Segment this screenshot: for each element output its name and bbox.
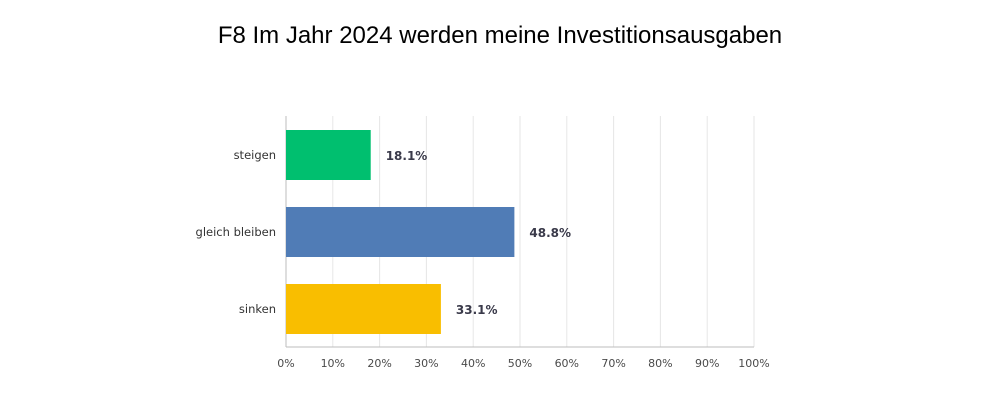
bar-sinken — [286, 284, 441, 334]
value-label: 18.1% — [386, 149, 428, 163]
x-tick-label: 50% — [508, 357, 532, 370]
x-tick-label: 30% — [414, 357, 438, 370]
value-label: 33.1% — [456, 303, 498, 317]
x-tick-label: 40% — [461, 357, 485, 370]
value-label: 48.8% — [529, 226, 571, 240]
x-tick-label: 0% — [277, 357, 294, 370]
x-tick-label: 80% — [648, 357, 672, 370]
category-label: steigen — [234, 148, 276, 162]
x-tick-label: 70% — [601, 357, 625, 370]
bar-gleich-bleiben — [286, 207, 515, 257]
category-label: sinken — [239, 302, 276, 316]
x-tick-label: 100% — [738, 357, 769, 370]
x-tick-label: 10% — [321, 357, 345, 370]
category-label: gleich bleiben — [196, 225, 276, 239]
x-tick-label: 60% — [555, 357, 579, 370]
x-tick-label: 90% — [695, 357, 719, 370]
bar-steigen — [286, 130, 371, 180]
x-tick-label: 20% — [367, 357, 391, 370]
chart-title: F8 Im Jahr 2024 werden meine Investition… — [217, 22, 783, 49]
